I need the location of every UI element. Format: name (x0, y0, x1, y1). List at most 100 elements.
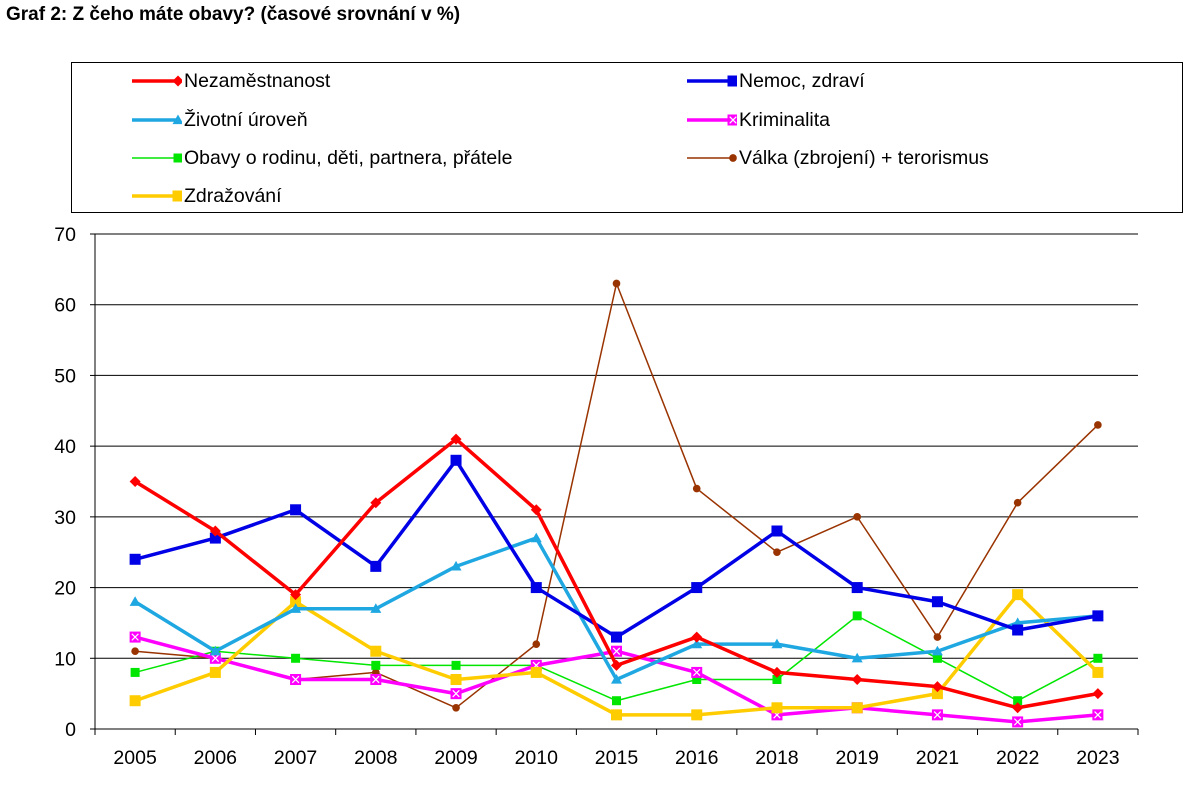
data-point (1012, 589, 1024, 601)
data-point (530, 582, 542, 594)
legend-label: Životní úroveň (184, 108, 308, 131)
y-tick-label: 0 (65, 719, 76, 741)
legend-item: Životní úroveň (130, 108, 308, 132)
data-point (450, 433, 462, 445)
data-point (129, 553, 141, 565)
data-point (1092, 666, 1104, 678)
data-point (691, 666, 703, 678)
data-point (370, 645, 382, 657)
y-tick-label: 70 (54, 224, 76, 246)
data-point (291, 653, 301, 663)
data-point (1092, 688, 1104, 700)
legend: Nezaměstnanost Nemoc, zdraví Životní úrove… (71, 62, 1183, 213)
series-0 (129, 433, 1104, 714)
series-4 (130, 611, 1103, 706)
data-point (1013, 696, 1023, 706)
series-6 (129, 589, 1104, 721)
data-point (931, 681, 943, 693)
data-point (450, 454, 462, 466)
data-point (451, 660, 461, 670)
legend-label: Zdražování (184, 184, 282, 207)
legend-item: Nemoc, zdraví (685, 69, 865, 93)
data-point (209, 525, 221, 537)
series-2 (129, 532, 1104, 684)
data-point (612, 279, 621, 288)
data-point (933, 633, 942, 641)
data-point (370, 497, 382, 509)
legend-swatch (132, 75, 182, 87)
data-point (773, 548, 781, 557)
x-tick-label: 2022 (996, 747, 1039, 769)
data-point (530, 504, 542, 516)
legend-item: Zdražování (130, 184, 282, 208)
legend-item: Kriminalita (685, 108, 830, 132)
legend-label: Nezaměstnanost (184, 69, 331, 92)
data-point (450, 560, 462, 571)
legend-label: Nemoc, zdraví (739, 69, 865, 92)
data-point (932, 653, 942, 663)
data-point (931, 688, 943, 700)
legend-swatch (687, 154, 737, 162)
data-point (290, 674, 302, 685)
data-point (371, 660, 381, 670)
legend-label: Válka (zbrojení) + terorismus (739, 146, 989, 169)
data-point (290, 603, 302, 613)
data-point (290, 589, 302, 601)
legend-swatch (132, 153, 182, 163)
y-tick-label: 50 (54, 365, 76, 387)
data-point (131, 647, 139, 656)
data-point (370, 674, 382, 685)
data-point (129, 695, 141, 707)
data-point (452, 703, 460, 712)
data-point (852, 611, 862, 621)
legend-label: Kriminalita (739, 108, 831, 131)
x-tick-label: 2018 (755, 747, 798, 769)
data-point (611, 631, 622, 643)
data-point (853, 513, 862, 521)
x-tick-label: 2021 (916, 747, 959, 769)
data-point (129, 631, 141, 643)
data-point (931, 645, 943, 656)
y-tick-label: 60 (54, 295, 76, 317)
data-point (209, 645, 221, 656)
data-point (851, 652, 863, 663)
data-point (450, 674, 462, 685)
y-tick-label: 30 (54, 507, 76, 529)
data-point (611, 645, 622, 657)
data-point (1092, 610, 1104, 622)
data-point (851, 582, 863, 594)
data-point (931, 709, 943, 721)
legend-swatch (687, 114, 737, 126)
data-point (129, 476, 141, 487)
data-point (290, 504, 302, 516)
x-tick-label: 2023 (1076, 747, 1119, 769)
data-point (851, 674, 863, 685)
x-tick-label: 2006 (194, 747, 237, 769)
data-point (771, 525, 783, 537)
data-point (611, 659, 622, 671)
data-point (1093, 653, 1103, 663)
data-point (1094, 421, 1102, 429)
data-point (1012, 716, 1024, 728)
x-tick-label: 2005 (113, 747, 157, 769)
data-point (532, 640, 541, 648)
data-point (771, 638, 783, 649)
data-point (772, 675, 782, 684)
legend-swatch (132, 190, 182, 202)
data-point (370, 603, 382, 613)
data-point (691, 709, 703, 721)
series-1 (129, 454, 1104, 643)
y-tick-label: 20 (54, 578, 76, 600)
data-point (611, 674, 622, 684)
data-point (530, 532, 542, 543)
gridlines: 0 10 20 30 40 50 60 70 (54, 224, 1138, 741)
y-tick-label: 10 (54, 648, 76, 670)
data-point (130, 667, 140, 677)
data-point (209, 652, 221, 664)
data-point (691, 638, 703, 649)
legend-label: Obavy o rodinu, děti, partnera, přátele (184, 146, 513, 169)
data-point (931, 596, 943, 608)
legend-swatch (132, 114, 182, 125)
x-tick-label: 2016 (675, 747, 718, 769)
